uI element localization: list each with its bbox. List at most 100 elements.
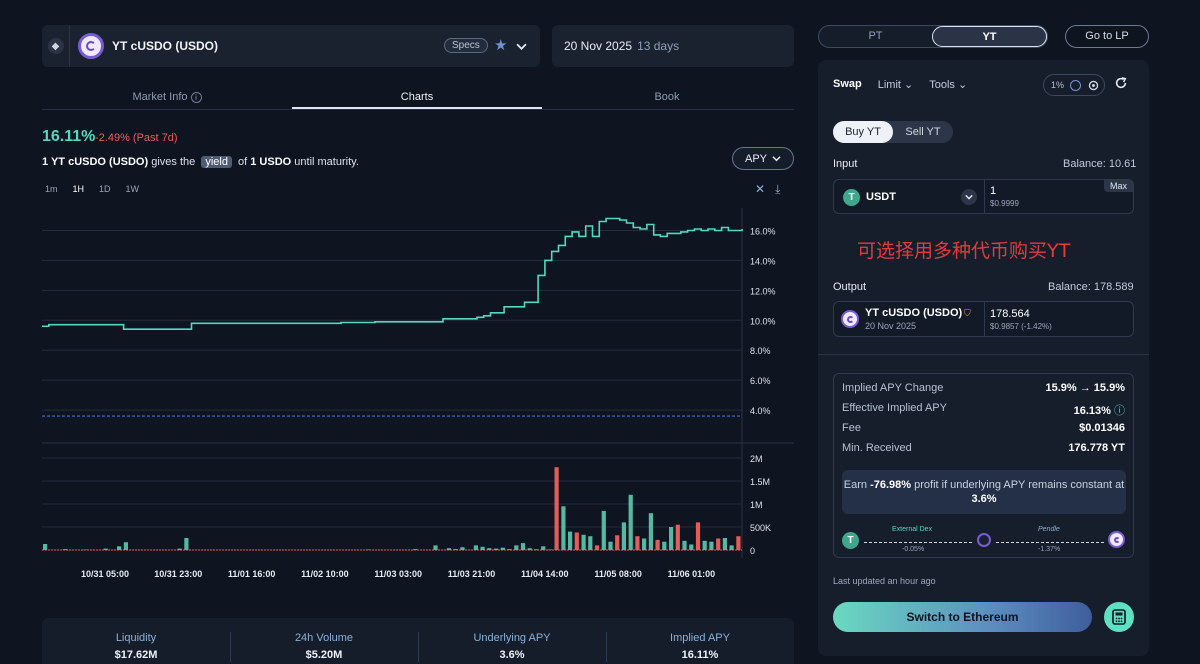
input-box: T USDT 1 $0.9999 Max (833, 179, 1134, 214)
switch-network-button[interactable]: Switch to Ethereum (833, 602, 1092, 632)
yt-token-icon (841, 310, 859, 328)
volume-bar (554, 467, 559, 550)
tools-icon[interactable]: ✕ (755, 182, 766, 196)
volume-bar (628, 494, 633, 550)
stat-24h-volume: 24h Volume $5.20M (230, 618, 418, 664)
stat-underlying-apy: Underlying APY 3.6% (418, 618, 606, 664)
input-balance: Balance: 10.61 (1063, 158, 1137, 170)
input-amount[interactable]: 1 (990, 185, 997, 197)
calculator-icon[interactable] (1104, 602, 1134, 632)
tab-book[interactable]: Book (654, 91, 680, 103)
y-tick-label: 6.0% (750, 376, 771, 386)
timeframe-1m[interactable]: 1m (45, 184, 58, 194)
info-icon[interactable]: ⓘ (1114, 405, 1125, 417)
input-token-select[interactable]: USDT (866, 191, 896, 203)
usdt-token-icon: T (842, 532, 859, 549)
volume-bar (561, 506, 566, 550)
timeframe-1h[interactable]: 1H (72, 184, 85, 194)
chevron-down-icon[interactable] (516, 39, 527, 57)
market-stats: Liquidity $17.62M 24h Volume $5.20M Underl… (42, 618, 794, 664)
input-label: Input (833, 158, 858, 170)
chevron-down-icon: ⌄ (958, 79, 968, 91)
volume-tick-label: 500K (750, 523, 771, 533)
market-selector[interactable]: ◆ YT cUSDO (USDO) Specs ★ (42, 25, 540, 67)
volume-bar (635, 536, 640, 550)
maturity-date-box[interactable]: 20 Nov 2025 13 days (552, 25, 794, 67)
volume-bar (366, 549, 371, 550)
tab-swap[interactable]: Swap (833, 78, 862, 90)
swap-route: T External Dex -0.05% Pendle -1.37% (842, 526, 1126, 554)
annotation-note: 可选择用多种代币购买YT (857, 240, 1071, 262)
yield-chip: yield (201, 156, 232, 168)
y-tick-label: 16.0% (750, 226, 776, 236)
volume-bar (520, 543, 526, 550)
chart-grid (42, 208, 794, 558)
x-tick-label: 11/01 16:00 (228, 569, 276, 579)
pt-yt-toggle: PT YT (818, 25, 1048, 48)
output-label: Output (833, 281, 867, 293)
volume-bar (514, 545, 519, 550)
buy-sell-toggle: Buy YT Sell YT (833, 121, 953, 143)
chevron-down-icon: ⌄ (904, 79, 914, 91)
y-axis-labels: 16.0% 14.0% 12.0% 10.0% 8.0% 6.0% 4.0% (750, 226, 776, 416)
volume-bar (103, 548, 108, 550)
volume-bar (534, 549, 539, 550)
apy-change: -2.49% (Past 7d) (95, 132, 178, 144)
max-button[interactable]: Max (1103, 180, 1133, 192)
tab-market-info[interactable]: Market Info i (42, 86, 292, 109)
volume-bar (621, 522, 626, 550)
go-to-lp-button[interactable]: Go to LP (1065, 25, 1149, 48)
output-box: YT cUSDO (USDO) ⛉ 20 Nov 2025 178.564 $0… (833, 301, 1134, 337)
volume-bar (568, 531, 573, 550)
tab-charts[interactable]: Charts (292, 86, 542, 109)
volume-bar (123, 542, 128, 550)
metric-select[interactable]: APY (732, 147, 794, 170)
tab-tools[interactable]: Tools ⌄ (929, 79, 968, 91)
trade-details: Implied APY Change 15.9% → 15.9% Effectiv… (833, 373, 1134, 558)
timeframe-1w[interactable]: 1W (125, 184, 140, 194)
volume-tick-label: 2M (750, 454, 763, 464)
volume-bar (608, 541, 613, 550)
volume-bar (547, 549, 552, 550)
y-tick-label: 8.0% (750, 346, 771, 356)
y-tick-label: 10.0% (750, 316, 776, 326)
star-icon[interactable]: ★ (494, 37, 508, 54)
info-icon: i (190, 92, 202, 103)
route-dex-impact: -0.05% (902, 546, 925, 553)
volume-bar (736, 536, 741, 550)
volume-bar (648, 513, 653, 550)
y-tick-label: 12.0% (750, 286, 776, 296)
timeframe-1d[interactable]: 1D (99, 184, 111, 194)
detail-effective-implied-apy: Effective Implied APY 16.13% ⓘ (842, 402, 1125, 417)
volume-bar (43, 544, 48, 550)
current-apy: 16.11% (42, 128, 96, 145)
sell-yt-tab[interactable]: Sell YT (905, 126, 941, 138)
download-icon[interactable]: ⤓ (775, 182, 781, 196)
volume-bar (500, 547, 505, 550)
earn-projection: Earn -76.98% profit if underlying APY re… (842, 470, 1126, 514)
route-pendle: Pendle (1038, 526, 1060, 533)
volume-bar (716, 538, 721, 550)
yt-token-logo (78, 33, 104, 59)
refresh-icon[interactable] (1114, 76, 1128, 95)
volume-bar (541, 546, 546, 550)
slippage-settings[interactable]: 1% (1043, 74, 1105, 96)
volume-bar (594, 545, 600, 550)
tab-limit[interactable]: Limit ⌄ (877, 79, 914, 91)
days-left: 13 days (637, 39, 680, 53)
tab-pt[interactable]: PT (868, 30, 883, 42)
volume-tick-label: 1.5M (750, 477, 770, 487)
volume-bar (702, 540, 707, 550)
output-amount: 178.564 (990, 308, 1030, 320)
volume-bar (460, 547, 465, 550)
x-axis-labels: 10/31 05:00 10/31 23:00 11/01 16:00 11/02 1… (81, 569, 715, 579)
y-tick-label: 4.0% (750, 406, 771, 416)
yield-description: 1 YT cUSDO (USDO) gives the yield of 1 U… (42, 156, 359, 168)
buy-yt-tab[interactable]: Buy YT (833, 121, 893, 143)
x-tick-label: 11/03 21:00 (448, 569, 496, 579)
volume-bar (487, 548, 492, 550)
specs-button[interactable]: Specs (444, 38, 488, 53)
tab-yt[interactable]: YT (932, 26, 1047, 47)
chevron-down-icon[interactable] (961, 189, 977, 205)
volume-bar (413, 549, 418, 550)
